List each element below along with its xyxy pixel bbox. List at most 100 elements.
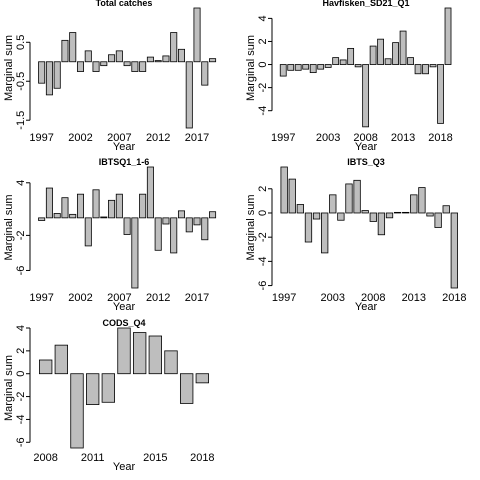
bar: [407, 57, 414, 65]
bar: [294, 64, 302, 71]
bar: [309, 64, 317, 74]
x-tick-label: 2007: [107, 292, 131, 304]
bar: [92, 189, 100, 219]
x-axis-label: Year: [113, 301, 136, 313]
bar: [185, 217, 193, 233]
y-tick-label: 2: [257, 186, 269, 192]
x-axis-label: Year: [355, 301, 378, 313]
bar: [61, 197, 69, 219]
bar: [280, 166, 288, 214]
bar: [361, 210, 369, 214]
bar: [53, 213, 61, 219]
bar: [392, 42, 399, 65]
panel-title: IBTSQ1_1-6: [99, 157, 150, 167]
bar: [209, 211, 217, 219]
x-tick-label: 2018: [428, 132, 452, 144]
y-tick-label: -2: [15, 392, 27, 402]
bar: [385, 212, 394, 219]
x-tick-label: 2007: [107, 132, 131, 144]
y-axis-label: Marginal sum: [3, 194, 15, 260]
bar: [209, 58, 217, 63]
bar: [177, 210, 185, 219]
bar: [444, 7, 452, 65]
bar: [76, 61, 85, 72]
bar: [123, 217, 131, 235]
y-tick-label: 2: [15, 348, 27, 354]
y-tick-label: -6: [15, 266, 27, 276]
x-tick-label: 2012: [146, 132, 170, 144]
bar: [426, 212, 434, 217]
x-tick-label: 1997: [271, 132, 295, 144]
bar: [450, 212, 458, 289]
bar: [115, 193, 123, 219]
bar: [69, 32, 77, 63]
bar: [302, 64, 310, 70]
bar: [139, 61, 147, 72]
bar: [84, 217, 92, 247]
bar: [132, 332, 147, 375]
bar: [162, 55, 170, 63]
bar: [410, 194, 418, 214]
x-tick-label: 2008: [33, 452, 57, 464]
bar: [312, 212, 321, 220]
bar: [117, 327, 131, 375]
bar: [148, 335, 162, 375]
bar: [84, 50, 92, 63]
bar: [418, 187, 426, 214]
bar: [393, 211, 402, 214]
bar: [353, 179, 361, 214]
bar: [288, 178, 296, 214]
bar: [53, 61, 61, 89]
bar: [195, 373, 209, 384]
bar: [108, 199, 116, 219]
bar: [115, 50, 123, 63]
x-tick-label: 2002: [68, 132, 92, 144]
bar: [164, 350, 178, 375]
bar: [131, 217, 139, 289]
x-tick-label: 1997: [29, 132, 53, 144]
panel-title: Total catches: [96, 0, 153, 8]
y-tick-label: 4: [257, 15, 269, 21]
bar: [329, 194, 337, 214]
bar: [131, 61, 139, 72]
y-tick-label: -2: [257, 232, 269, 242]
bar: [45, 61, 53, 96]
bar: [369, 45, 377, 65]
bar: [100, 61, 108, 67]
bar: [201, 217, 209, 241]
x-tick-label: 2017: [185, 132, 209, 144]
y-tick-label: -1.5: [15, 111, 27, 130]
bar: [38, 61, 46, 84]
y-tick-label: -4: [257, 106, 269, 116]
bar: [339, 59, 347, 65]
bar: [429, 64, 437, 68]
x-axis-label: Year: [113, 461, 136, 473]
x-axis-label: Year: [355, 141, 378, 153]
bar: [442, 205, 450, 214]
bar: [108, 54, 116, 63]
y-tick-label: 0: [257, 210, 269, 216]
bar: [369, 212, 377, 222]
bar: [123, 61, 131, 67]
bar: [61, 39, 69, 63]
x-tick-label: 2008: [353, 132, 377, 144]
bar: [332, 57, 340, 65]
x-tick-label: 2018: [190, 452, 214, 464]
bar: [279, 64, 287, 77]
y-tick-label: -6: [15, 437, 27, 447]
bar: [345, 183, 353, 214]
bar: [39, 359, 53, 375]
bar: [377, 212, 386, 236]
x-tick-label: 2002: [68, 292, 92, 304]
x-tick-label: 2003: [321, 292, 345, 304]
bar: [354, 64, 362, 68]
y-tick-label: 4: [15, 180, 27, 186]
bar: [362, 64, 370, 128]
y-tick-label: -0.5: [15, 72, 27, 91]
panel-title: IBTS_Q3: [347, 157, 385, 167]
bar: [76, 193, 85, 219]
panel-title: CODS_Q4: [102, 318, 145, 328]
x-axis-label: Year: [113, 141, 136, 153]
y-tick-label: -2: [15, 231, 27, 241]
